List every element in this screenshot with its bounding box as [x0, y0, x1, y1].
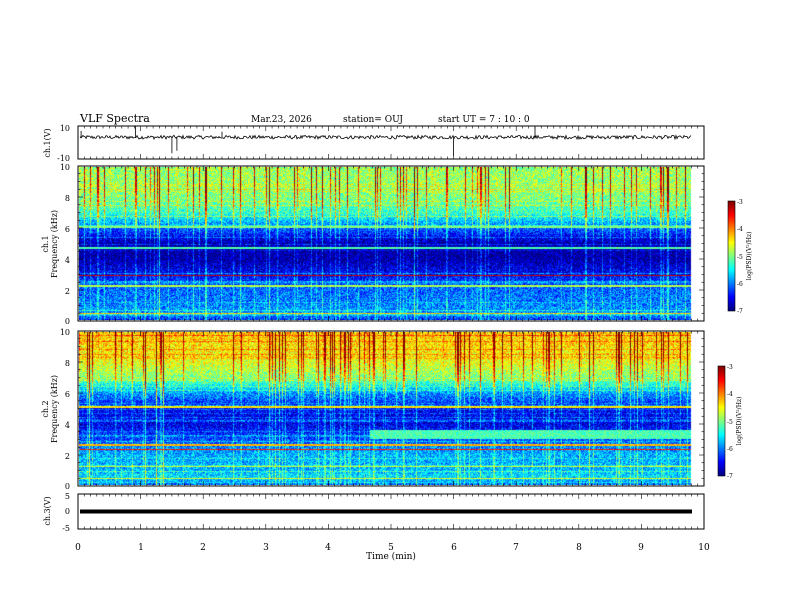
ch1-colorbar: -3 -4 -5 -6 -7 log(PSD)(V²/Hz)	[727, 199, 753, 315]
ch3-waveform-trace	[80, 509, 692, 514]
ch1-colorbar-label: log(PSD)(V²/Hz)	[746, 232, 753, 281]
ch2-ytick-0: 0	[65, 482, 70, 491]
ch1-ytick-2: 2	[65, 287, 70, 296]
xtick-label-8: 8	[576, 543, 582, 553]
cb2-tick--4: -4	[727, 391, 733, 398]
ch1-ytick-4: 4	[65, 256, 70, 265]
xtick-label-6: 6	[451, 543, 457, 553]
ch1-ytick-bottom: -10	[57, 154, 70, 163]
cb2-tick--6: -6	[727, 446, 733, 453]
ch1-ytick-6: 6	[65, 225, 70, 234]
ch1-waveform-frame	[77, 125, 705, 160]
xtick-label-1: 1	[138, 543, 144, 553]
ch1-colorbar-holder	[728, 201, 735, 311]
ch1-colorbar-gradient	[728, 201, 735, 311]
cb2-tick--5: -5	[727, 419, 733, 426]
ch2-colorbar: -3 -4 -5 -6 -7 log(PSD)(V²/Hz)	[717, 364, 743, 480]
ch2-spectrogram-image-holder	[79, 332, 703, 485]
ch2-colorbar-gradient	[718, 366, 725, 476]
ch1-waveform-panel: 10 -10 ch.1(V)	[43, 124, 705, 163]
cb1-tick--3: -3	[737, 199, 743, 206]
ch1-ytick-top: 10	[60, 124, 70, 133]
ch2-spectrogram-panel: 0 2 4 6 8 10 ch.2 Frequency (kHz)	[41, 328, 705, 491]
ch1-colorbar-frame	[727, 200, 736, 312]
ch1-waveform-ylabel: ch.1(V)	[43, 128, 52, 157]
ch2-colorbar-label: log(PSD)(V²/Hz)	[736, 397, 743, 446]
ch1-spectrogram-heatmap	[79, 167, 703, 320]
xtick-label-9: 9	[638, 543, 644, 553]
start-time-label: start UT = 7 : 10 : 0	[438, 115, 530, 125]
cb1-tick--5: -5	[737, 254, 743, 261]
station-label: station= OUJ	[343, 115, 403, 125]
ch3-ytick--5: -5	[62, 524, 70, 533]
xtick-label-10: 10	[698, 543, 710, 553]
xtick-label-4: 4	[325, 543, 331, 553]
x-axis-ticks	[77, 126, 705, 529]
x-axis-labels: 0 1 2 3 4 5 6 7 8 9 10 Time (min)	[75, 543, 710, 562]
ch1-spectrogram-image-holder	[79, 167, 703, 320]
ch1-ytick-0: 0	[65, 317, 70, 326]
ch1-waveform-trace	[79, 126, 692, 156]
ch2-colorbar-holder	[718, 366, 725, 476]
cb2-tick--3: -3	[727, 364, 733, 371]
ch1-spectrogram-ylabel-channel: ch.1	[41, 235, 50, 252]
ch2-ytick-8: 8	[65, 359, 70, 368]
ch3-ytick-5: 5	[65, 492, 70, 501]
xtick-label-3: 3	[263, 543, 269, 553]
x-axis-title: Time (min)	[366, 551, 416, 562]
ch1-ytick-8: 8	[65, 194, 70, 203]
ch2-spectrogram-ylabel-channel: ch.2	[41, 400, 50, 417]
ch2-colorbar-frame	[717, 365, 726, 477]
cb1-tick--4: -4	[737, 226, 743, 233]
xtick-label-5: 5	[388, 543, 394, 553]
ch2-ytick-6: 6	[65, 390, 70, 399]
ch3-ytick-0: 0	[65, 507, 70, 516]
date-label: Mar.23, 2026	[251, 115, 312, 125]
xtick-label-2: 2	[200, 543, 206, 553]
ch1-spectrogram-ylabel: Frequency (kHz)	[50, 210, 59, 278]
cb2-tick--7: -7	[727, 473, 733, 480]
ch2-ytick-10: 10	[60, 328, 70, 337]
cb1-tick--6: -6	[737, 281, 743, 288]
ch2-ytick-4: 4	[65, 421, 70, 430]
ch1-spectrogram-panel: 0 2 4 6 8 10 ch.1 Frequency (kHz)	[41, 163, 705, 326]
xtick-label-0: 0	[75, 543, 81, 553]
ch1-ytick-10: 10	[60, 163, 70, 172]
ch2-ytick-2: 2	[65, 452, 70, 461]
ch2-spectrogram-heatmap	[79, 332, 703, 485]
ch2-spectrogram-ylabel: Frequency (kHz)	[50, 375, 59, 443]
ch3-waveform-ylabel: ch.3(V)	[43, 496, 52, 525]
cb1-tick--7: -7	[737, 308, 743, 315]
xtick-label-7: 7	[513, 543, 519, 553]
figure-title: VLF Spectra	[79, 112, 150, 125]
ch3-waveform-panel: 5 0 -5 ch.3(V)	[43, 492, 705, 533]
